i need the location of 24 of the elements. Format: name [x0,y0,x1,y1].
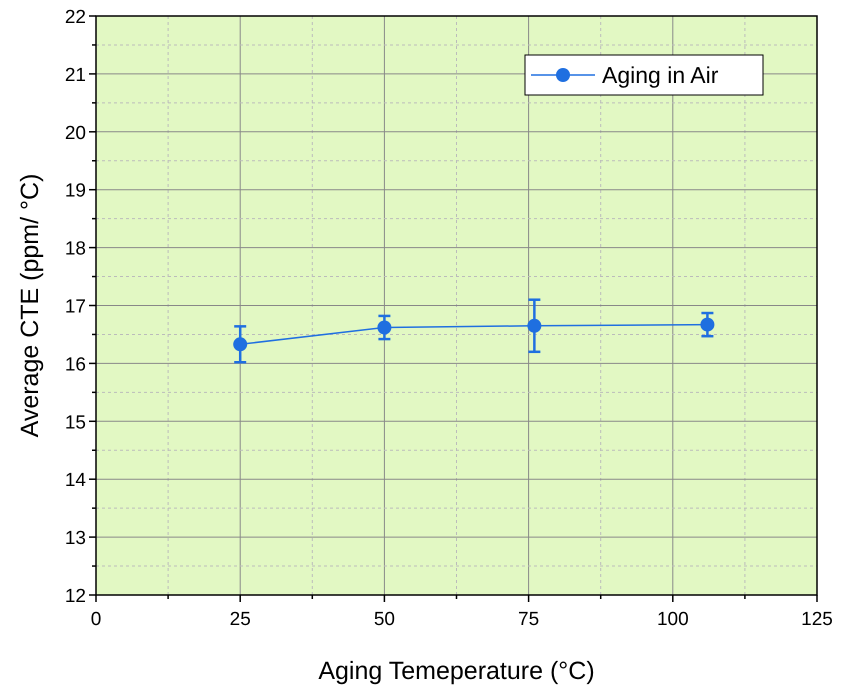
y-tick-label: 22 [64,7,86,28]
point [377,320,392,334]
x-tick-label: 50 [374,609,395,630]
y-tick-label: 18 [64,238,86,260]
y-tick-label: 19 [64,180,86,202]
y-tick-label: 15 [64,412,86,434]
x-tick-label: 125 [801,609,833,630]
point [527,318,542,333]
y-tick-label: 21 [64,64,86,86]
point [700,318,714,332]
y-tick-label: 13 [64,528,86,550]
x-axis-title: Aging Temeperature (°C) [318,657,595,685]
x-tick-label: 100 [656,609,689,630]
y-axis-title: Average CTE (ppm/ °C) [16,174,44,438]
legend-label: Aging in Air [602,62,719,88]
x-tick-label: 0 [90,609,102,630]
y-tick-label: 14 [64,470,86,492]
y-tick-label: 16 [64,354,86,376]
x-tick-label: 25 [230,609,251,630]
y-tick-label: 20 [64,122,86,144]
point [233,337,248,352]
y-tick-label: 12 [64,586,86,607]
y-tick-label: 17 [64,296,86,318]
x-tick-label: 75 [518,609,540,630]
